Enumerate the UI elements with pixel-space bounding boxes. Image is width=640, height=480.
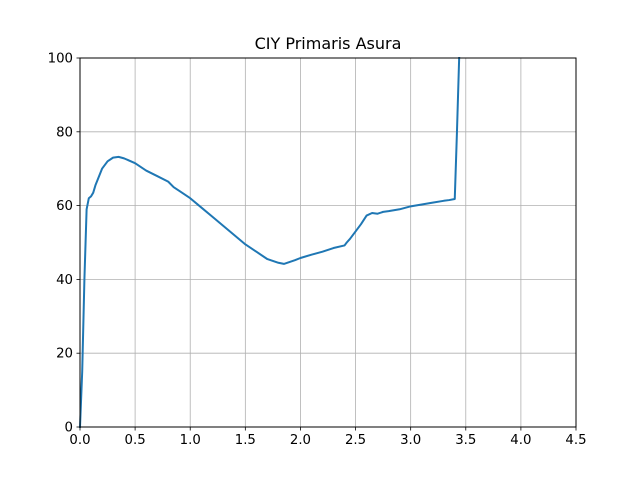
y-tick-label: 60 — [56, 199, 73, 214]
x-tick-label: 0.0 — [69, 433, 90, 448]
plot-area-frame — [79, 57, 577, 428]
x-tick-label: 3.5 — [455, 433, 476, 448]
y-tick-label: 100 — [48, 52, 73, 67]
x-axis: 0.0 0.5 1.0 1.5 2.0 2.5 3.0 3.5 4.0 4.5 — [69, 427, 587, 448]
y-tick-label: 80 — [56, 125, 73, 140]
x-tick-label: 0.5 — [125, 433, 146, 448]
x-tick-label: 2.0 — [290, 433, 311, 448]
y-tick-label: 0 — [65, 421, 73, 436]
x-tick-label: 2.5 — [345, 433, 366, 448]
y-axis: 0 20 40 60 80 100 — [48, 52, 80, 436]
y-tick-label: 40 — [56, 273, 73, 288]
x-tick-label: 1.5 — [235, 433, 256, 448]
chart-title: CIY Primaris Asura — [255, 34, 402, 53]
x-tick-label: 4.5 — [565, 433, 586, 448]
x-tick-label: 1.0 — [180, 433, 201, 448]
series-line — [78, 56, 461, 429]
x-tick-label: 3.0 — [400, 433, 421, 448]
x-tick-label: 4.0 — [510, 433, 531, 448]
y-tick-label: 20 — [56, 347, 73, 362]
series-group — [78, 56, 461, 429]
